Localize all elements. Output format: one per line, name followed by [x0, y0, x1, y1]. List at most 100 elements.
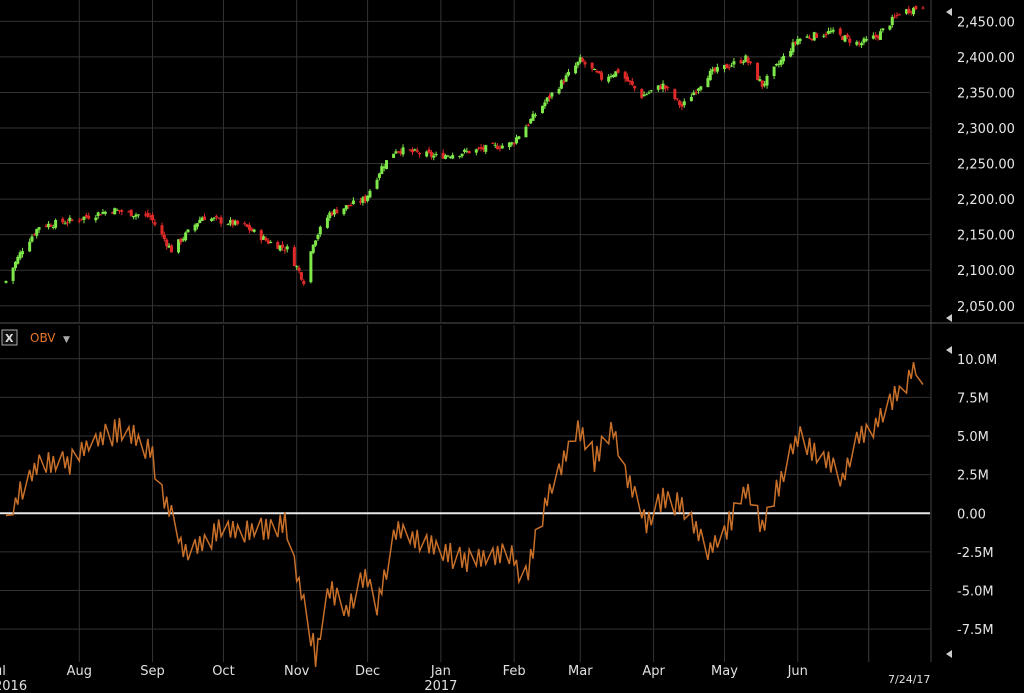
candle-body: [451, 155, 455, 159]
candlestick: [758, 75, 762, 82]
candlestick: [566, 69, 570, 77]
candlestick: [578, 54, 582, 64]
candlestick: [231, 219, 235, 228]
candle-body: [427, 149, 431, 153]
candle-body: [110, 212, 114, 214]
candlestick: [741, 59, 745, 65]
candlestick: [127, 210, 131, 213]
candlestick: [368, 188, 372, 199]
candle-body: [845, 34, 849, 38]
candlestick: [479, 144, 483, 152]
price-scroll-up-icon[interactable]: [946, 8, 952, 16]
candle-body: [99, 214, 103, 216]
candle-body: [49, 224, 53, 227]
candle-body: [843, 35, 847, 42]
candlestick: [396, 151, 400, 154]
candlestick: [576, 61, 580, 69]
indicator-close-button[interactable]: [1, 329, 18, 346]
candlestick: [782, 53, 786, 65]
candlestick: [649, 89, 653, 93]
candle-body: [136, 214, 140, 216]
candle-body: [195, 223, 199, 227]
candlestick: [203, 213, 207, 221]
candlestick: [117, 210, 121, 214]
candle-body: [590, 62, 594, 69]
candlestick: [890, 14, 894, 28]
candle-body: [739, 60, 743, 64]
candle-body: [878, 31, 882, 40]
candle-body: [148, 215, 152, 217]
candlestick: [266, 238, 270, 245]
candle-body: [713, 67, 717, 72]
candle-body: [262, 236, 266, 240]
candlestick: [517, 135, 521, 140]
candle-body: [607, 76, 611, 82]
candlestick: [805, 34, 809, 39]
candle-body: [921, 7, 925, 9]
candlestick: [446, 154, 450, 157]
candlestick: [380, 163, 384, 175]
candlestick: [756, 62, 760, 81]
x-tick-label: Feb: [503, 664, 526, 679]
candle-body: [659, 86, 663, 90]
candlestick: [247, 222, 251, 234]
candlestick: [314, 240, 318, 247]
candlestick: [113, 207, 117, 215]
candle-body: [581, 58, 585, 62]
candle-body: [134, 214, 138, 217]
candlestick: [65, 219, 69, 227]
x-tick-label: Jun: [787, 664, 808, 679]
candle-body: [727, 67, 731, 69]
candle-body: [441, 152, 445, 159]
candlestick: [640, 88, 644, 100]
candlestick: [843, 34, 847, 43]
candle-body: [564, 75, 568, 82]
candle-body: [82, 216, 86, 220]
candlestick: [110, 211, 114, 214]
candle-body: [895, 14, 899, 16]
grid-lines: [0, 0, 932, 662]
indicator-dropdown-icon[interactable]: ▼: [63, 335, 70, 345]
candlestick: [413, 148, 417, 152]
candle-body: [741, 61, 745, 63]
candle-body: [543, 102, 547, 107]
candle-body: [614, 71, 618, 77]
candlestick: [342, 208, 346, 216]
obv-scroll-up-icon[interactable]: [946, 346, 952, 354]
price-y-tick-label: 2,200.00: [957, 193, 1015, 208]
candlestick: [229, 217, 233, 227]
candlestick: [496, 143, 500, 150]
obv-scroll-down-icon[interactable]: [946, 650, 952, 658]
candlestick: [583, 60, 587, 68]
candle-body: [396, 151, 400, 153]
price-y-tick-label: 2,100.00: [957, 264, 1015, 279]
candlestick: [96, 211, 100, 219]
candlestick: [54, 218, 58, 230]
candle-body: [385, 160, 389, 169]
candle-body: [583, 61, 587, 65]
candlestick: [4, 280, 8, 284]
candlestick: [169, 244, 173, 253]
candle-body: [597, 71, 601, 74]
candle-body: [600, 72, 604, 80]
candle-body: [711, 69, 715, 72]
indicator-label: OBV: [30, 331, 56, 345]
candle-body: [143, 214, 147, 216]
candlestick: [21, 247, 25, 258]
candle-body: [540, 105, 544, 114]
price-y-tick-label: 2,450.00: [957, 15, 1015, 30]
candle-body: [531, 113, 535, 121]
price-scroll-down-icon[interactable]: [946, 314, 952, 322]
candle-body: [888, 25, 892, 30]
candle-body: [623, 71, 627, 79]
indicator-close-glyph: X: [5, 332, 14, 345]
candle-body: [103, 211, 107, 214]
candle-body: [595, 70, 599, 73]
candlestick: [878, 28, 882, 40]
candle-body: [179, 238, 183, 243]
candlestick: [276, 240, 280, 249]
candlestick: [94, 215, 98, 223]
candle-body: [675, 98, 679, 100]
candle-body: [349, 205, 353, 207]
